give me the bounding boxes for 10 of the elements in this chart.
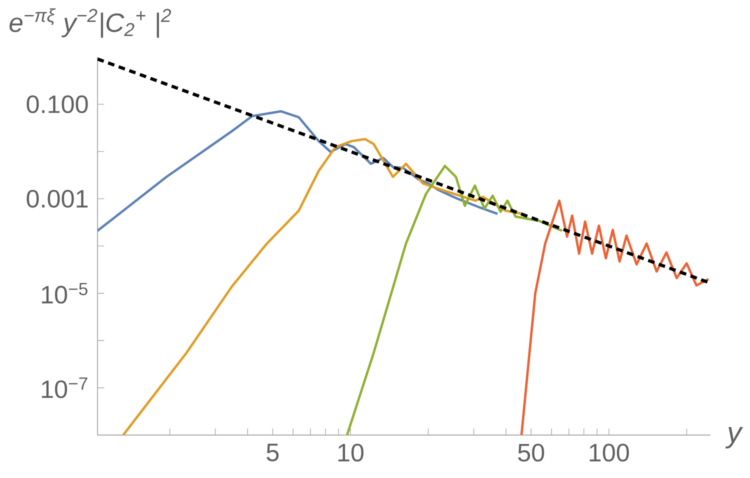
x-tick-label: 5 [266, 444, 279, 462]
x-tick-label: 50 [518, 444, 544, 462]
x-axis-title: y [725, 427, 744, 449]
y-tick-label: 10$^{−7}$ [42, 378, 88, 398]
y-tick-label: 0.100 [26, 95, 88, 114]
text: e$^{−πξ}$ y$^{−2}$|C$_{2}$$^{+}$ |$^{2}$ [10, 8, 172, 38]
x-tick-label: 100 [590, 444, 629, 462]
y-tick-label: 0.001 [26, 190, 88, 208]
x-tick-label: 10 [338, 444, 364, 462]
y-tick-label: 10$^{−5}$ [42, 283, 88, 304]
